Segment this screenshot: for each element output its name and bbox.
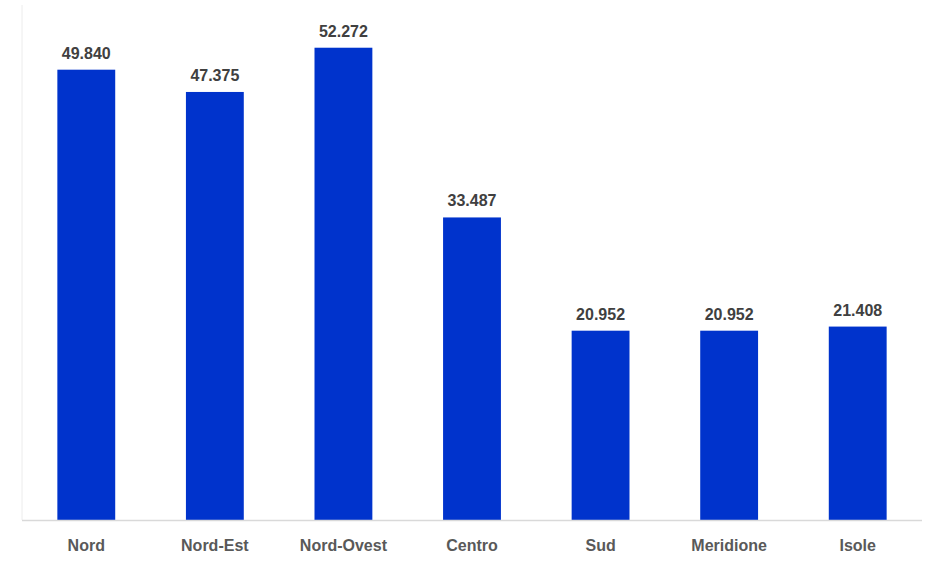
bar: [572, 331, 630, 520]
y-axis-line: [22, 5, 23, 520]
bar: [829, 327, 887, 520]
category-label: Isole: [839, 537, 876, 554]
bar: [315, 48, 373, 520]
data-label: 33.487: [448, 192, 497, 209]
data-label: 20.952: [705, 306, 754, 323]
category-label: Sud: [585, 537, 615, 554]
chart: 49.840 Nord 47.375 Nord-Est 52.272 Nord-Ovest…: [0, 0, 948, 569]
bar: [443, 217, 501, 520]
bars: [57, 48, 886, 520]
bar: [186, 92, 244, 520]
data-label: 20.952: [576, 306, 625, 323]
category-label: Nord: [68, 537, 105, 554]
data-label: 49.840: [62, 45, 111, 62]
category-label: Nord-Ovest: [300, 537, 388, 554]
bar: [57, 70, 115, 520]
category-label: Centro: [446, 537, 498, 554]
category-label: Nord-Est: [181, 537, 249, 554]
labels: 49.840 Nord 47.375 Nord-Est 52.272 Nord-Ovest…: [62, 23, 882, 554]
data-label: 47.375: [190, 67, 239, 84]
data-label: 52.272: [319, 23, 368, 40]
category-label: Meridione: [691, 537, 767, 554]
data-label: 21.408: [833, 302, 882, 319]
bar: [700, 331, 758, 520]
x-axis-line: [22, 520, 922, 522]
